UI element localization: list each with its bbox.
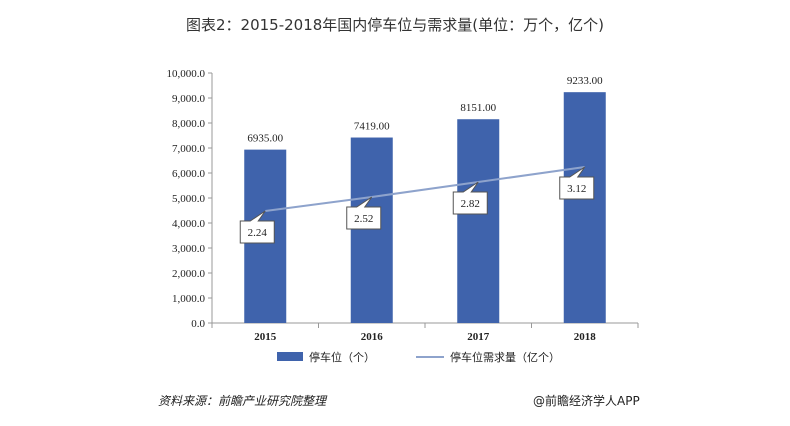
line-callout-box (346, 196, 382, 230)
bar-value-label: 6935.00 (247, 133, 283, 145)
source-note: 资料来源：前瞻产业研究院整理 (158, 394, 327, 408)
y-tick-label: 6,000.0 (172, 168, 206, 180)
y-tick-label: 0.0 (191, 318, 205, 330)
y-tick-label: 10,000.0 (167, 68, 206, 80)
brand-label: @前瞻经济学人APP (533, 394, 640, 408)
bar (350, 137, 393, 323)
bar (563, 92, 606, 323)
line-callout-box (239, 210, 275, 244)
bar-value-label: 9233.00 (567, 75, 603, 87)
chart-title: 图表2：2015-2018年国内停车位与需求量(单位：万个，亿个) (185, 16, 604, 34)
line-value-label: 2.52 (354, 213, 373, 225)
bar (457, 119, 500, 323)
bar-value-label: 7419.00 (354, 121, 390, 133)
line-value-label: 2.24 (248, 227, 268, 239)
y-tick-label: 3,000.0 (172, 243, 206, 255)
legend-swatch-bar (277, 352, 303, 361)
series-line (265, 166, 585, 212)
line-value-label: 3.12 (567, 183, 586, 195)
line-callout-box (452, 181, 488, 215)
y-tick-label: 9,000.0 (172, 93, 206, 105)
y-tick-label: 7,000.0 (172, 143, 206, 155)
y-tick-label: 4,000.0 (172, 218, 206, 230)
x-tick-label: 2016 (361, 331, 384, 343)
x-tick-label: 2018 (574, 331, 597, 343)
legend-label-bar: 停车位（个） (309, 350, 375, 364)
y-tick-label: 8,000.0 (172, 118, 206, 130)
legend-label-line: 停车位需求量（亿个） (450, 350, 560, 364)
bar-value-label: 8151.00 (460, 102, 496, 114)
x-tick-label: 2017 (467, 331, 490, 343)
y-tick-label: 1,000.0 (172, 293, 206, 305)
line-value-label: 2.82 (461, 198, 480, 210)
y-tick-label: 5,000.0 (172, 193, 206, 205)
x-tick-label: 2015 (254, 331, 277, 343)
line-callout-box (559, 166, 595, 200)
y-tick-label: 2,000.0 (172, 268, 206, 280)
